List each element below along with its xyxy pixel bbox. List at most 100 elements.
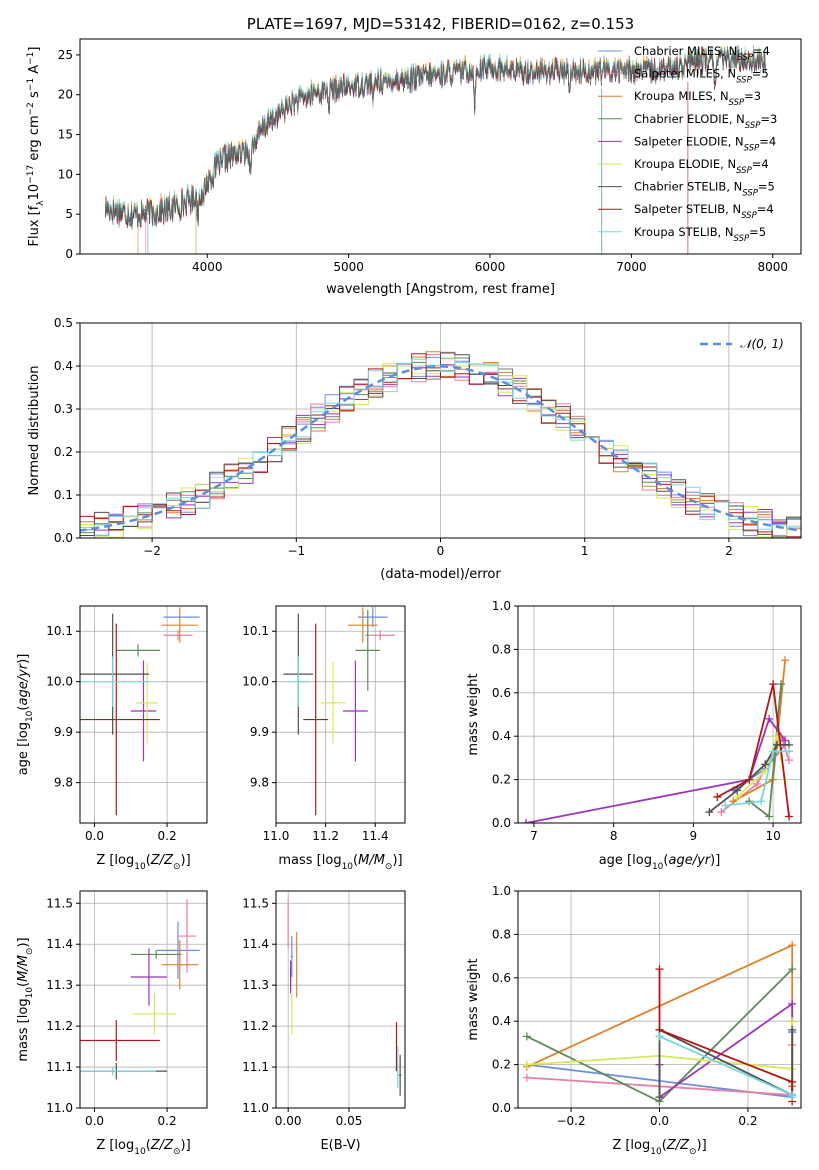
- label-part: ⊙: [173, 1147, 181, 1157]
- legend-tail: =4: [759, 134, 776, 148]
- panel-7: 0.00 0.05 11.0 11.1 11.2 11.3 11.4 11.5 E(B-V): [242, 890, 406, 1153]
- axes-frame: [517, 890, 802, 1109]
- errorbar-chabrier-elodie: [116, 644, 160, 657]
- legend-entry: Chabrier STELIB, NSSP=5: [634, 180, 775, 199]
- x-tick-label: 7000: [616, 260, 647, 274]
- plot-area: [276, 891, 405, 1109]
- label-part: 10: [134, 862, 146, 872]
- legend-text: Salpeter MILES, N: [634, 67, 736, 81]
- label-part: 10: [652, 862, 664, 872]
- legend-tail: =4: [753, 44, 770, 58]
- label-part: −1: [26, 78, 36, 91]
- axes-frame: [79, 322, 802, 539]
- y-tick-label: 11.1: [46, 1060, 73, 1074]
- label-part: Z [log: [612, 1138, 650, 1153]
- series-line: [658, 1002, 794, 1099]
- y-tick-label: 0.6: [492, 686, 511, 700]
- legend-text: Salpeter ELODIE, N: [634, 134, 744, 148]
- data-point: [522, 1073, 531, 1082]
- data-point: [788, 1093, 797, 1102]
- x-tick-label: 0.0: [650, 1114, 669, 1128]
- label-part: )]: [16, 654, 31, 664]
- label-part: Z [log: [96, 853, 134, 868]
- errorbar-salpeter-elodie: [342, 660, 368, 762]
- legend-subscript: SSP: [734, 234, 750, 244]
- y-tick-label: 25: [58, 48, 73, 62]
- y-tick-label: 9.9: [54, 725, 73, 739]
- x-tick-label: 5000: [333, 260, 364, 274]
- legend-text: Kroupa MILES, N: [634, 89, 729, 103]
- panel-2: −2 −1 0 1 2 0.0 0.1 0.2 0.3 0.4 0.5 (data-model)/er…: [27, 316, 802, 582]
- errorbar-chabrier-miles: [290, 936, 294, 977]
- x-tick-label: 9: [690, 829, 698, 843]
- errorbar-kroupa-miles: [347, 607, 378, 643]
- y-tick-label: 0.0: [492, 1101, 511, 1115]
- y-tick-label: 0.6: [492, 971, 511, 985]
- label-part: )]: [181, 1138, 191, 1153]
- legend-subscript: SSP: [736, 166, 752, 176]
- label-part: age [log: [16, 722, 31, 775]
- data-point: [769, 680, 778, 689]
- errorbar-salpeter-miles: [365, 630, 396, 641]
- y-tick-label: 20: [58, 88, 73, 102]
- data-point: [745, 775, 754, 784]
- y-tick-label: 11.5: [46, 896, 73, 910]
- label-part: (: [662, 1138, 667, 1153]
- plot-marks: [287, 899, 402, 1096]
- y-tick-label: 1.0: [492, 599, 511, 613]
- x-tick-label: 11.0: [263, 829, 290, 843]
- label-part: age/yr: [668, 853, 711, 868]
- y-tick-label: 0.8: [492, 642, 511, 656]
- x-tick-label: 7: [530, 829, 538, 843]
- plot-marks: [522, 941, 797, 1106]
- chart-title: PLATE=1697, MJD=53142, FIBERID=0162, z=0…: [247, 15, 634, 33]
- label-part: erg cm: [27, 115, 42, 164]
- y-tick-label: 0.2: [492, 1058, 511, 1072]
- x-tick-label: 0.05: [336, 1114, 363, 1128]
- legend-entry: Chabrier MILES, NSSP=4: [634, 44, 770, 63]
- label-part: Z [log: [96, 1138, 134, 1153]
- x-tick-label: −1: [287, 544, 305, 558]
- legend-tail: =5: [749, 225, 766, 239]
- y-tick-label: 0.4: [54, 359, 73, 373]
- y-tick-label: 11.4: [46, 937, 73, 951]
- errorbar-salpeter-elodie: [130, 948, 168, 1006]
- y-tick-label: 0.8: [492, 927, 511, 941]
- plot-marks: [80, 607, 200, 816]
- y-tick-label: 0.3: [54, 402, 73, 416]
- label-part: A: [27, 65, 42, 78]
- data-point: [788, 941, 797, 950]
- label-part: (: [146, 1138, 151, 1153]
- label-part: mass [log: [16, 998, 31, 1061]
- legend-tail: =4: [757, 202, 774, 216]
- label-part: M/M: [16, 955, 31, 982]
- label-part: mass [log: [278, 853, 341, 868]
- legend-text: Kroupa ELODIE, N: [634, 157, 736, 171]
- data-point: [788, 1025, 797, 1034]
- data-point: [785, 747, 794, 756]
- y-tick-label: 0.2: [54, 445, 73, 459]
- plot-area: [275, 606, 405, 823]
- errorbar-chabrier-miles: [156, 921, 200, 980]
- legend-entry: Salpeter STELIB, NSSP=4: [634, 202, 774, 221]
- label-part: 10: [27, 184, 42, 201]
- label-part: (: [16, 982, 31, 987]
- axes-frame: [79, 890, 208, 1109]
- legend-tail: =3: [744, 89, 761, 103]
- label-part: ]: [27, 47, 42, 52]
- y-tick-label: 11.3: [46, 978, 73, 992]
- x-axis-label: Z [log10(Z/Z⊙)]: [612, 1138, 706, 1157]
- y-tick-label: 11.4: [242, 937, 269, 951]
- legend-text: Chabrier MILES, N: [634, 44, 737, 58]
- data-point: [777, 680, 786, 689]
- legend-entry: Kroupa STELIB, NSSP=5: [634, 225, 766, 244]
- y-tick-label: 10: [58, 167, 73, 181]
- legend-entry: Salpeter MILES, NSSP=5: [634, 67, 769, 86]
- errorbar-salpeter-stelib: [80, 623, 160, 816]
- x-axis-label: wavelength [Angstrom, rest frame]: [326, 282, 555, 297]
- y-tick-label: 9.9: [250, 725, 269, 739]
- y-tick-label: 10.1: [46, 624, 73, 638]
- data-point: [753, 779, 762, 788]
